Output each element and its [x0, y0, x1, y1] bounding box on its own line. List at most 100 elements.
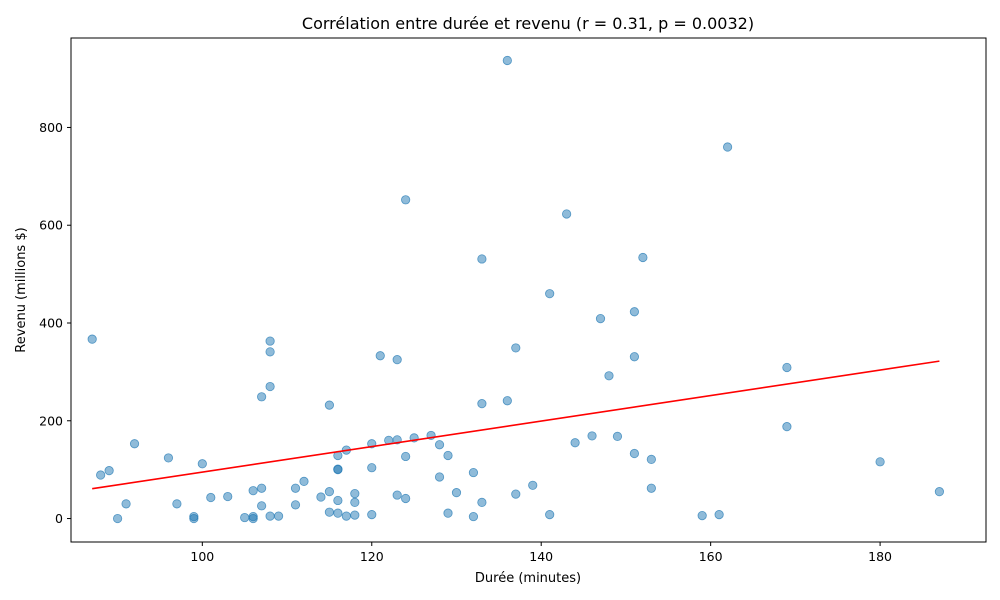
data-point [443, 508, 453, 518]
data-point [121, 499, 131, 509]
data-point [392, 490, 402, 500]
data-point [367, 510, 377, 520]
data-point [511, 343, 521, 353]
data-point [290, 500, 301, 510]
y-axis-label: Revenu (millions $) [14, 227, 29, 352]
data-point [257, 483, 267, 493]
data-point [392, 355, 402, 365]
data-point [595, 313, 606, 324]
data-point [104, 466, 114, 476]
plot-area-frame [70, 37, 987, 543]
data-point [401, 493, 411, 504]
data-point [163, 453, 174, 463]
data-point [638, 252, 648, 263]
data-point [265, 511, 275, 521]
data-point [502, 396, 512, 406]
data-point [782, 362, 792, 373]
data-point [96, 470, 106, 480]
data-point [545, 510, 555, 520]
data-point [401, 451, 411, 462]
points-layer [87, 55, 945, 524]
x-tick-label: 120 [360, 549, 384, 564]
y-tick-label: 400 [39, 315, 63, 330]
data-point [934, 487, 945, 497]
data-point [401, 195, 411, 205]
chart-title: Corrélation entre durée et revenu (r = 0… [302, 14, 754, 33]
data-point [468, 467, 479, 478]
y-tick-label: 600 [39, 218, 63, 233]
x-axis-label: Durée (minutes) [475, 571, 581, 586]
data-point [189, 513, 199, 524]
data-point [113, 513, 123, 524]
y-tick-label: 200 [39, 413, 63, 428]
data-point [511, 489, 521, 499]
data-point [587, 431, 597, 441]
data-point [629, 307, 640, 317]
data-point [265, 381, 275, 392]
data-point [129, 439, 140, 449]
data-point [875, 457, 885, 467]
data-point [604, 371, 614, 381]
data-point [350, 510, 360, 520]
data-point [248, 513, 258, 524]
x-tick-label: 180 [868, 549, 892, 564]
data-point [206, 492, 216, 503]
trend-line [92, 360, 940, 490]
x-tick-label: 160 [699, 549, 723, 564]
data-point [477, 497, 487, 507]
data-point [697, 510, 707, 521]
data-point [629, 352, 640, 362]
data-point [528, 480, 538, 490]
data-point [570, 438, 580, 448]
data-point [451, 488, 462, 498]
data-point [367, 463, 377, 473]
data-point [629, 448, 640, 459]
data-point [324, 400, 334, 410]
y-axis: 0 200 400 600 800 [39, 120, 71, 526]
data-point [646, 483, 656, 493]
data-point [273, 511, 284, 521]
data-point [350, 488, 360, 499]
data-point [477, 254, 487, 264]
data-point [265, 347, 275, 357]
data-point [299, 476, 309, 486]
data-point [468, 511, 479, 522]
data-point [324, 507, 334, 517]
data-point [257, 501, 267, 511]
data-point [341, 511, 351, 521]
data-point [434, 472, 445, 482]
data-point [562, 209, 572, 219]
data-point [502, 55, 512, 66]
x-tick-label: 100 [190, 549, 214, 564]
data-point [333, 464, 343, 474]
data-point [223, 491, 233, 502]
data-point [290, 483, 301, 493]
data-point [646, 454, 656, 464]
data-point [722, 142, 733, 152]
data-point [87, 334, 97, 344]
x-axis: 100 120 140 160 180 [190, 542, 892, 564]
data-point [375, 351, 385, 361]
y-tick-label: 0 [55, 511, 63, 526]
data-point [434, 440, 445, 450]
data-point [333, 495, 343, 506]
y-tick-label: 800 [39, 120, 63, 135]
data-point [257, 392, 267, 402]
x-tick-label: 140 [529, 549, 553, 564]
data-point [545, 289, 555, 299]
data-point [782, 422, 792, 432]
data-point [265, 336, 275, 346]
data-point [197, 459, 207, 469]
data-point [316, 492, 326, 502]
data-point [477, 399, 487, 409]
data-point [248, 486, 258, 496]
data-point [333, 508, 343, 518]
data-point [324, 487, 334, 497]
data-point [172, 499, 182, 509]
data-point [612, 431, 623, 442]
data-point [350, 497, 360, 507]
data-point [240, 512, 250, 523]
data-point [443, 450, 453, 461]
